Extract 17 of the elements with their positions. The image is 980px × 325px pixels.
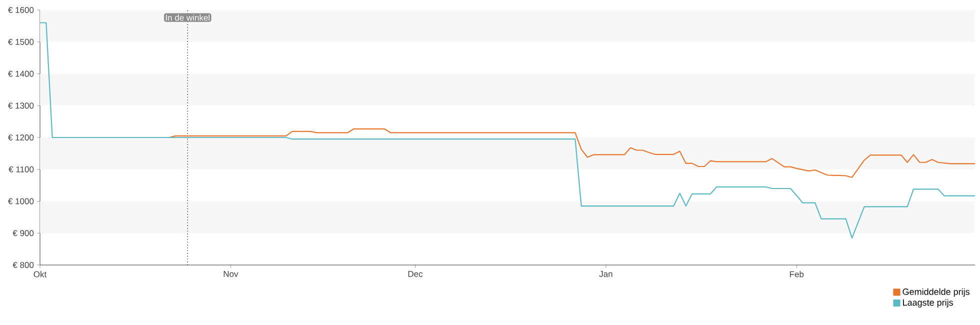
x-tick-label: Jan [599, 271, 612, 277]
y-tick-label: € 1100 [8, 166, 34, 172]
annotation: In de winkel [166, 14, 210, 21]
y-tick-label: € 800 [12, 262, 34, 268]
y-tick-label: € 1000 [8, 198, 34, 204]
y-tick-label: € 1600 [8, 6, 34, 14]
x-tick-label: Dec [408, 271, 423, 277]
y-tick-label: € 1500 [8, 38, 34, 45]
y-tick-label: € 1300 [8, 102, 34, 109]
legend-label: Gemiddelde prijs [902, 288, 970, 297]
y-tick-label: € 900 [12, 230, 34, 236]
y-tick-label: € 1400 [8, 70, 34, 77]
y-tick-label: € 1200 [8, 134, 34, 141]
legend-label: Laagste prijs [903, 299, 953, 308]
x-tick-label: Nov [224, 271, 238, 277]
x-tick-label: Okt [34, 271, 47, 278]
x-tick-label: Feb [790, 271, 804, 278]
